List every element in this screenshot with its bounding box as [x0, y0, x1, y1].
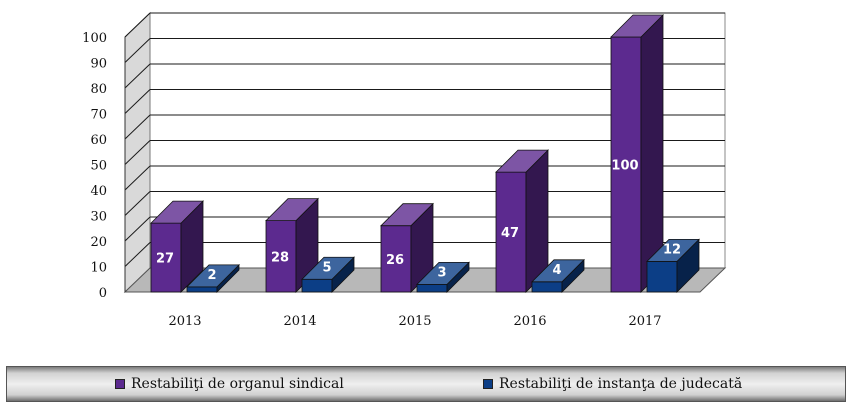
y-tick-label: 100	[82, 31, 107, 46]
gridline-side	[124, 63, 151, 89]
y-tick-label: 70	[90, 108, 107, 123]
gridline-side	[124, 12, 151, 38]
bar-series-2-top	[416, 261, 470, 285]
bar-series-2-top	[531, 259, 585, 283]
y-tick-label: 50	[90, 159, 107, 174]
y-tick-label: 10	[90, 261, 107, 276]
data-label-series-2: 4	[552, 263, 561, 278]
legend-entry-series-2: Restabiliţi de instanţa de judecată	[483, 376, 742, 392]
y-tick-label: 80	[90, 82, 107, 97]
data-label-series-2: 3	[437, 265, 446, 280]
x-tick-label: 2016	[513, 314, 546, 329]
bar-series-2-top	[186, 264, 240, 288]
bar-series-2-top	[646, 238, 700, 262]
gridline-side	[124, 38, 151, 63]
bar-series-2	[301, 278, 333, 293]
y-tick-label: 0	[99, 286, 107, 301]
legend-swatch-series-1	[115, 379, 125, 389]
x-tick-label: 2015	[398, 314, 431, 329]
gridline-side	[124, 89, 151, 114]
gridline-side	[124, 191, 151, 216]
y-tick-label: 20	[90, 235, 107, 250]
gridline-side	[124, 165, 151, 191]
legend-entry-series-1: Restabiliţi de organul sindical	[115, 376, 344, 392]
bar-series-2	[186, 286, 218, 293]
data-label-series-1: 26	[386, 253, 404, 268]
data-label-series-1: 28	[271, 250, 289, 265]
legend-label-series-2: Restabiliţi de instanţa de judecată	[499, 376, 743, 392]
gridline-side	[124, 140, 151, 165]
data-label-series-2: 5	[322, 260, 331, 275]
bar-series-2	[646, 260, 678, 293]
y-tick-label: 40	[90, 184, 107, 199]
data-label-series-1: 100	[611, 159, 638, 174]
legend-swatch-series-2	[483, 379, 493, 389]
x-tick-label: 2014	[283, 314, 316, 329]
bar-series-1-top	[380, 203, 434, 227]
bar-series-1	[610, 36, 642, 293]
bar-series-1	[495, 171, 527, 293]
bar-chart: 0 10 20 30 40 50 60 70 80 90 100 27 2 2013 28 5 2014 26 3 2…	[82, 11, 727, 329]
legend-label-series-1: Restabiliţi de organul sindical	[131, 376, 344, 392]
data-label-series-2: 2	[207, 268, 216, 283]
bar-series-1-top	[150, 200, 204, 224]
bar-series-2	[416, 283, 448, 293]
bar-series-1-top	[265, 198, 319, 222]
x-tick-label: 2013	[168, 314, 201, 329]
chart-legend: Restabiliţi de organul sindical Restabil…	[6, 366, 846, 402]
bar-series-2-top	[301, 256, 355, 280]
y-tick-label: 90	[90, 57, 107, 72]
bar-series-1	[380, 225, 412, 293]
x-tick-label: 2017	[628, 314, 661, 329]
gridline-side	[124, 242, 151, 267]
y-tick-label: 30	[90, 210, 107, 225]
bar-series-2	[531, 281, 563, 293]
chart-area: 0 10 20 30 40 50 60 70 80 90 100 27 2 2013 28 5 2014 26 3 2…	[82, 11, 727, 329]
data-label-series-1: 47	[501, 226, 519, 241]
bar-series-1-top	[610, 14, 664, 38]
data-label-series-2: 12	[663, 242, 681, 257]
gridline-side	[124, 114, 151, 140]
y-tick-label: 60	[90, 133, 107, 148]
data-label-series-1: 27	[156, 252, 174, 267]
gridline-side	[124, 216, 151, 242]
bar-series-1-top	[495, 149, 549, 173]
